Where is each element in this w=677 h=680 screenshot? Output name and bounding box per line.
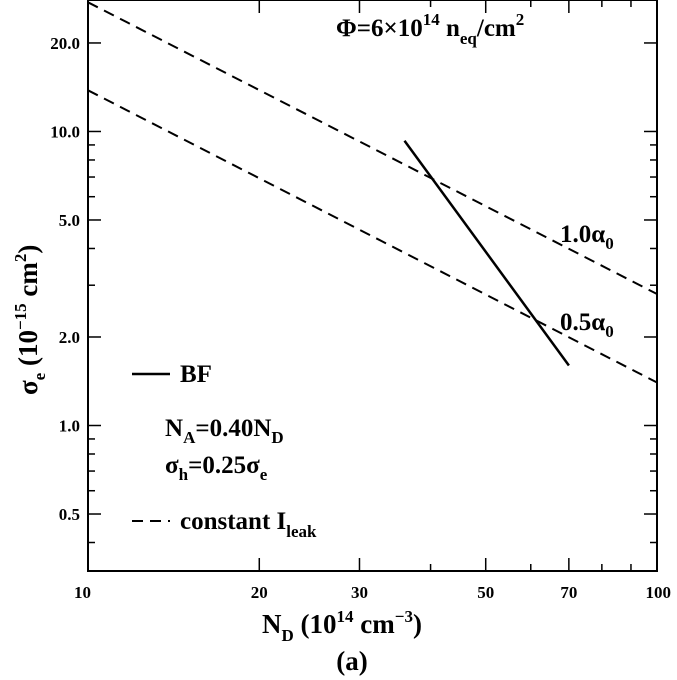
x-tick-label: 50	[477, 583, 494, 602]
y-tick-label: 10.0	[50, 122, 80, 141]
panel-caption: (a)	[336, 646, 367, 676]
series-label-1-0-alpha0: 1.0α0	[560, 221, 614, 253]
y-tick-label: 1.0	[59, 417, 80, 436]
axis-ticks	[87, 0, 658, 571]
x-axis-label: ND (1014 cm−3)	[262, 607, 422, 645]
x-tick-label: 30	[351, 583, 368, 602]
y-axis-label: σe (10−15 cm2)	[11, 245, 49, 395]
y-tick-label: 20.0	[50, 34, 80, 53]
y-tick-label: 0.5	[59, 505, 80, 524]
fluence-label: Φ=6×1014 neq/cm2	[336, 10, 524, 48]
legend-bf-label: BF	[180, 361, 212, 388]
param-sigma-h: σh=0.25σe	[165, 452, 268, 484]
param-na: NA=0.40ND	[165, 415, 284, 447]
x-tick-label: 70	[560, 583, 577, 602]
series-line-1-0-alpha0	[87, 1, 658, 295]
x-tick-label: 10	[74, 583, 91, 602]
series-lines	[87, 1, 658, 384]
legend-const-label: constant Ileak	[180, 508, 317, 541]
x-tick-label: 20	[251, 583, 268, 602]
series-label-0-5-alpha0: 0.5α0	[560, 309, 614, 341]
tick-labels: 10 20 30 50 70 100 0.5 1.0 2.0 5.0 10.0 20.0	[50, 34, 671, 602]
x-tick-label: 100	[646, 583, 672, 602]
y-tick-label: 2.0	[59, 328, 80, 347]
series-line-bf	[403, 139, 570, 367]
plot-frame	[87, 0, 658, 572]
y-tick-label: 5.0	[59, 211, 80, 230]
